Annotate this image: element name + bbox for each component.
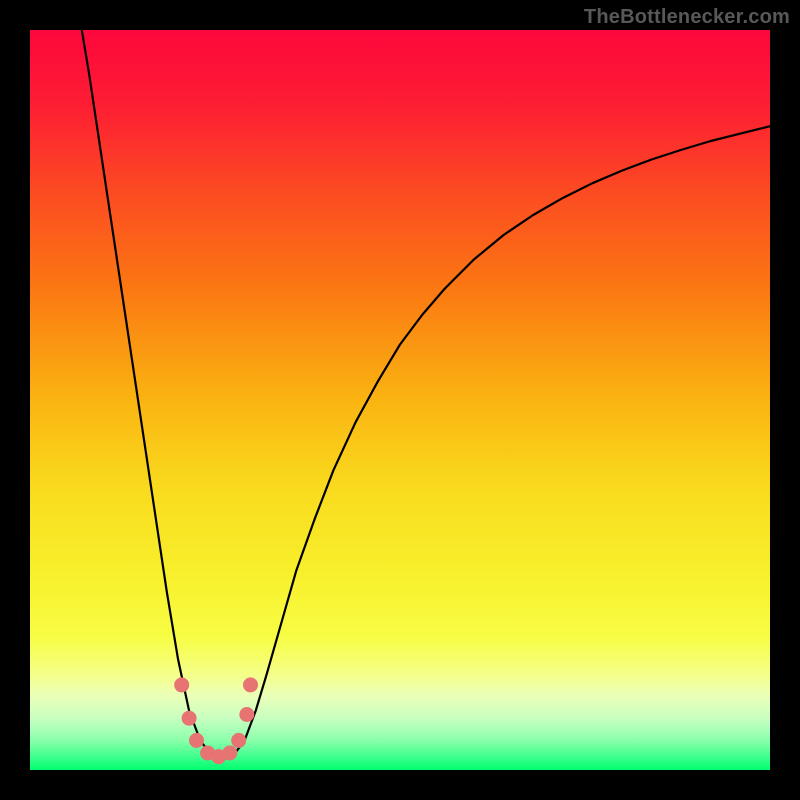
highlight-marker xyxy=(190,733,204,747)
watermark-text: TheBottlenecker.com xyxy=(584,6,790,29)
highlight-marker xyxy=(223,746,237,760)
chart-svg xyxy=(0,0,800,800)
highlight-marker xyxy=(232,733,246,747)
highlight-marker xyxy=(244,678,258,692)
highlight-marker xyxy=(240,708,254,722)
highlight-marker xyxy=(182,711,196,725)
chart-plot-bg xyxy=(30,30,770,770)
highlight-marker xyxy=(175,678,189,692)
bottleneck-chart: TheBottlenecker.com xyxy=(0,0,800,800)
